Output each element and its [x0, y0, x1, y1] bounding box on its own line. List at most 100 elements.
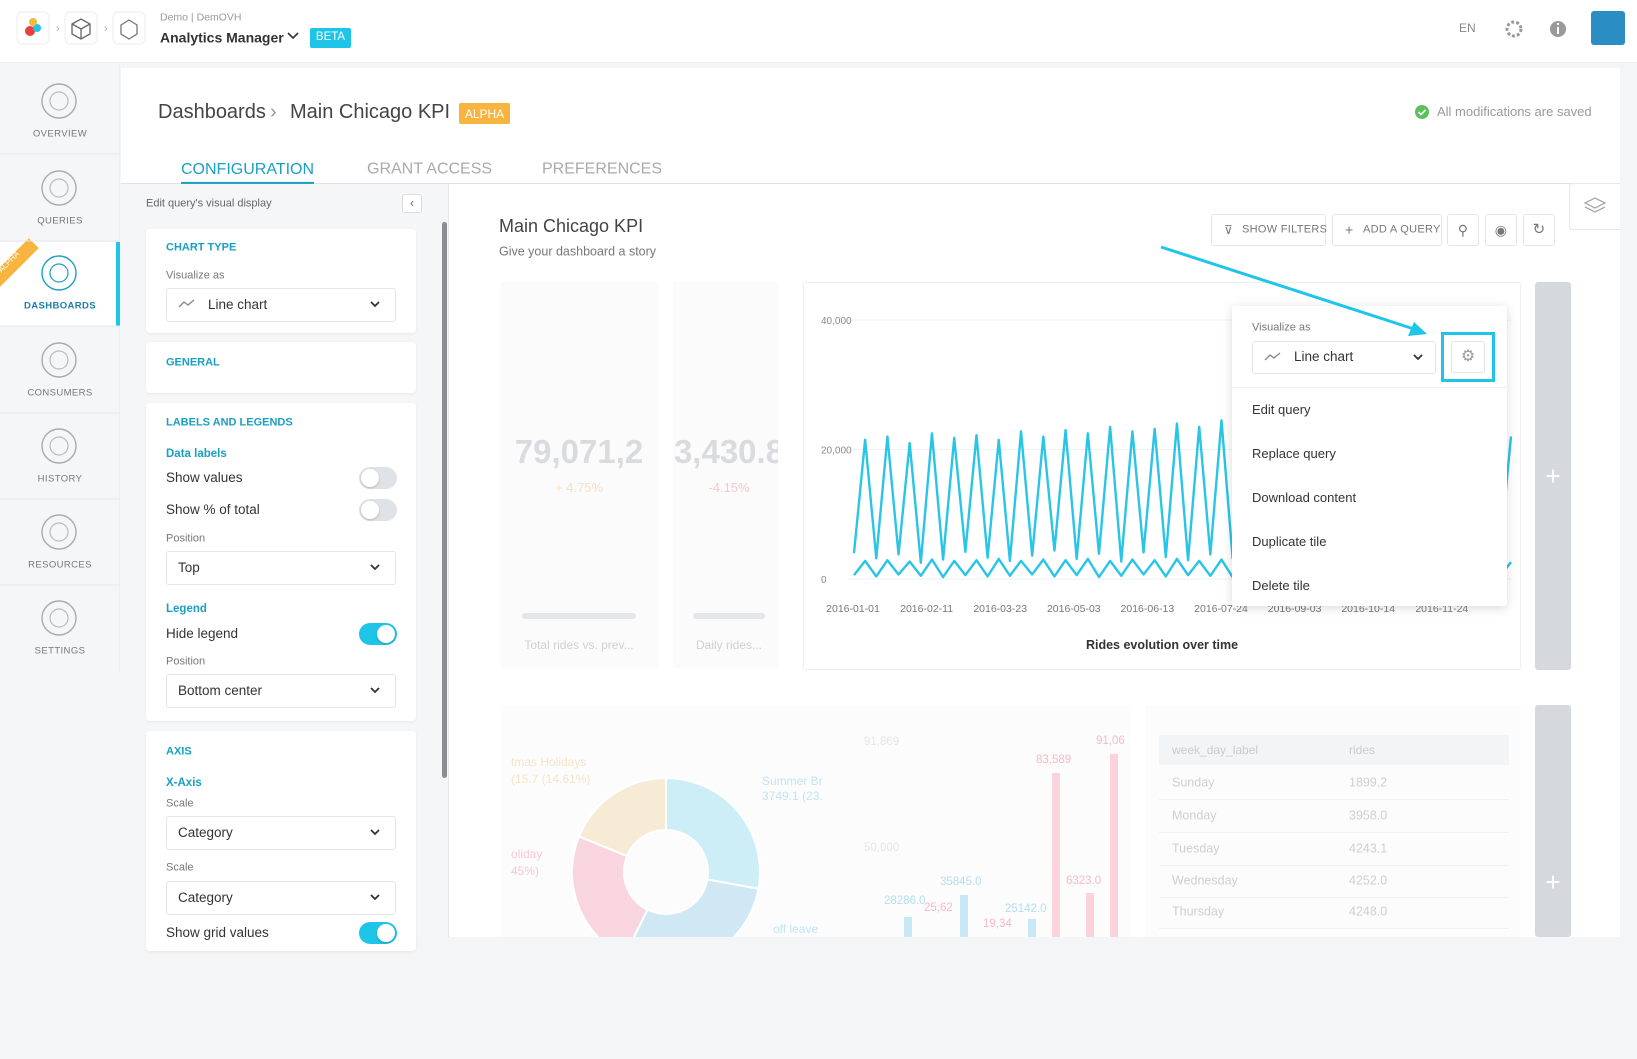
info-dot: [1556, 22, 1560, 26]
chart-title: Rides evolution over time: [1086, 638, 1238, 652]
table-header-cell: week_day_label: [1172, 742, 1259, 757]
menu-select[interactable]: [1252, 341, 1436, 374]
kpi-value: 79,071,2: [514, 433, 644, 471]
bar-label: 91,869: [864, 736, 900, 749]
x-tick-label: 2016-10-14: [1341, 603, 1395, 615]
nav-label[interactable]: OVERVIEW: [32, 128, 88, 140]
nav-label[interactable]: SETTINGS: [34, 645, 86, 657]
select[interactable]: [166, 288, 396, 322]
language[interactable]: EN: [1459, 20, 1476, 35]
nav-icon: [49, 522, 69, 542]
app: › › Demo | DemOVH Analytics Manager BETA…: [0, 0, 1637, 951]
x-tick-label: 2016-01-01: [826, 603, 880, 615]
menu-item[interactable]: Duplicate tile: [1252, 534, 1327, 550]
gear-highlight[interactable]: [1441, 332, 1495, 382]
dashboard-story[interactable]: Give your dashboard a story: [499, 244, 657, 259]
select-icons: [370, 687, 380, 694]
y-tick-label: 0: [821, 575, 827, 586]
nav-icon: [41, 600, 77, 636]
config-text: AXIS: [166, 745, 192, 758]
saved-icon: [1415, 105, 1429, 119]
select[interactable]: [166, 551, 396, 585]
table-cell: 3958.0: [1349, 808, 1388, 823]
menu-item[interactable]: Download content: [1252, 490, 1357, 506]
show-filters[interactable]: SHOW FILTERS ⊽: [1211, 214, 1328, 246]
kpi-tile: [501, 282, 658, 668]
config-text: Scale: [166, 861, 194, 874]
config-text: Show values: [166, 469, 243, 485]
select-value: Top: [178, 559, 200, 575]
button-text: SHOW FILTERS: [1242, 223, 1328, 236]
add-query[interactable]: ADD A QUERY +: [1332, 214, 1442, 246]
toggle[interactable]: [359, 623, 397, 645]
x-tick-label: 2016-07-24: [1194, 603, 1248, 615]
nav-box[interactable]: [112, 11, 146, 45]
table-cell: 4243.1: [1349, 841, 1388, 856]
save-status: All modifications are saved: [1437, 104, 1592, 120]
add-column[interactable]: +: [1535, 282, 1571, 670]
menu-label: Visualize as: [1252, 321, 1311, 334]
config-text: X-Axis: [166, 777, 202, 790]
kpi-label: Total rides vs. prev...: [524, 637, 634, 652]
kpi-delta: -4.15%: [708, 480, 750, 496]
bar-label: 91,06: [1096, 735, 1125, 748]
plus-icon: +: [1345, 221, 1354, 238]
tabs: [121, 150, 1620, 184]
preview-button[interactable]: ◉: [1485, 214, 1517, 246]
toggle[interactable]: [359, 499, 397, 521]
nav-label[interactable]: QUERIES: [37, 215, 83, 227]
pie-label: 45%): [511, 863, 540, 878]
nav-box[interactable]: [64, 11, 98, 45]
kpi-clip: 3,430.8: [673, 430, 778, 474]
nav-label[interactable]: CONSUMERS: [27, 387, 93, 399]
config-text: Position: [166, 655, 206, 668]
bar: [1110, 754, 1118, 937]
bar-label: 35845.0: [940, 876, 982, 889]
menu-item[interactable]: Replace query: [1252, 446, 1336, 462]
tab[interactable]: CONFIGURATION: [181, 160, 315, 185]
bar-label: 25,62: [924, 902, 953, 915]
pie-label: 3749.1 (23.: [762, 788, 823, 803]
collapse-button[interactable]: ‹: [402, 194, 422, 213]
nav-icon: [41, 428, 77, 464]
gear-button[interactable]: ⚙: [1451, 341, 1485, 373]
link-button[interactable]: ⚲: [1447, 214, 1479, 246]
bar-label: 50,000: [864, 842, 900, 855]
refresh-button[interactable]: ↻: [1523, 214, 1555, 246]
avatar[interactable]: [1591, 11, 1625, 45]
toggle[interactable]: [359, 467, 397, 489]
select-icons: [370, 564, 380, 571]
config-text: Data labels: [166, 448, 227, 461]
nav-icon: [49, 436, 69, 456]
chevron: [370, 687, 380, 694]
chevron: [370, 301, 380, 308]
select-icons: [178, 299, 380, 308]
top-icons: › ›: [16, 11, 1625, 48]
chevron: [370, 564, 380, 571]
select[interactable]: [166, 816, 396, 850]
beta-badge: [310, 28, 351, 48]
nav-label[interactable]: RESOURCES: [28, 559, 92, 571]
nav-icon: [49, 350, 69, 370]
add-column[interactable]: +: [1535, 705, 1571, 937]
nav-label[interactable]: HISTORY: [37, 473, 83, 485]
scrollbar[interactable]: [442, 222, 447, 778]
toggle[interactable]: [359, 922, 397, 944]
crumb[interactable]: Dashboards: [158, 101, 266, 123]
dropdown-chevron[interactable]: [287, 32, 299, 40]
box-icon: [120, 19, 138, 40]
settings-icon[interactable]: [1505, 20, 1523, 38]
select[interactable]: [166, 881, 396, 915]
table-row-line: [1159, 897, 1509, 898]
menu-item[interactable]: Delete tile: [1252, 578, 1310, 594]
chevron: [370, 829, 380, 836]
menu-item[interactable]: Edit query: [1252, 402, 1311, 418]
app-name[interactable]: Analytics Manager: [160, 29, 284, 46]
select[interactable]: [166, 674, 396, 708]
nav-label[interactable]: DASHBOARDS: [23, 300, 97, 312]
config-text: Scale: [166, 797, 194, 810]
pie-slice: [577, 776, 667, 858]
layers-tab[interactable]: [1569, 183, 1620, 230]
tab[interactable]: GRANT ACCESS: [367, 160, 493, 178]
tab[interactable]: PREFERENCES: [542, 160, 663, 178]
